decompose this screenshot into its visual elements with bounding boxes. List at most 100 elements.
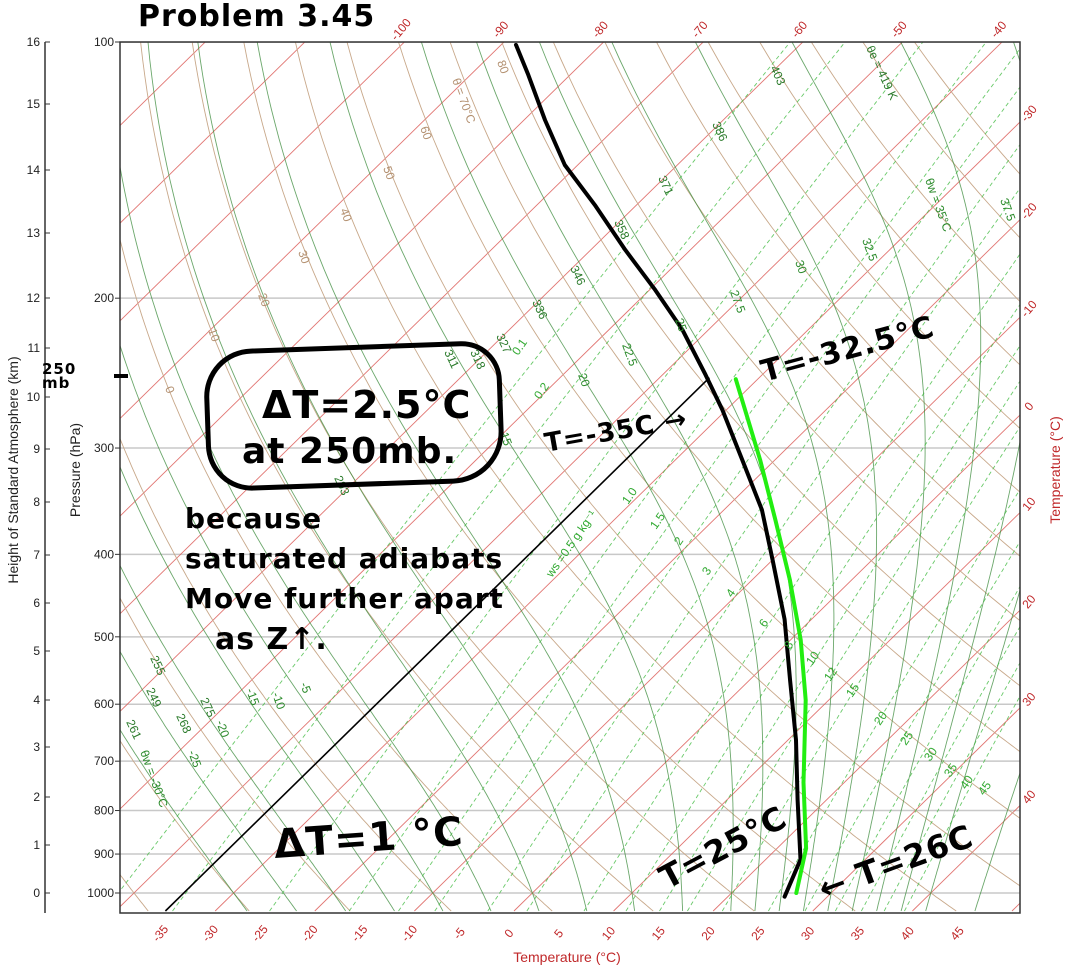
theta-w-label: θw = 35°C — [922, 176, 954, 234]
bottom-temperature-tick-label: 40 — [898, 924, 918, 943]
bottom-temperature-tick-label: -15 — [349, 922, 371, 945]
sounding-line — [514, 42, 803, 899]
highlighted-isotherm — [164, 377, 710, 912]
bottom-temperature-tick-label: 0 — [501, 926, 516, 940]
theta-w-label: -15 — [243, 686, 262, 707]
height-tick-label: 3 — [33, 740, 40, 754]
answer-delta-t: ΔT=2.5°C — [262, 383, 472, 427]
bottom-temperature-tick-label: -35 — [149, 922, 171, 945]
right-temperature-tick-label: -20 — [1018, 200, 1040, 223]
isotherm-line — [120, 42, 306, 224]
theta-w-label: -20 — [213, 718, 232, 739]
height-tick-label: 11 — [28, 341, 41, 355]
dry-adiabat-label: 10 — [205, 326, 223, 344]
pressure-tick-label: 100 — [94, 35, 114, 49]
theta-w-label: θw = -30°C — [137, 748, 171, 809]
mixing-ratio-label: 3 — [699, 564, 714, 578]
height-tick-label: 1 — [33, 838, 40, 852]
top-temperature-tick-label: -70 — [689, 18, 711, 41]
saturated-adiabat-line — [147, 42, 540, 912]
mixing-ratio-label: 35 — [941, 760, 960, 779]
right-temperature-tick-label: 40 — [1019, 787, 1039, 806]
dry-adiabat-line — [449, 42, 1020, 753]
bottom-temperature-tick-label: 25 — [748, 924, 768, 943]
bottom-temperature-tick-label: 10 — [599, 924, 619, 943]
saturated-adiabat-line — [791, 42, 926, 912]
top-temperature-tick-label: -100 — [388, 15, 414, 43]
dry-adiabat-label: 20 — [255, 291, 273, 309]
isotherm-line — [513, 414, 1020, 912]
problem-title: Problem 3.45 — [138, 0, 376, 34]
dry-adiabat-line — [120, 739, 250, 912]
answer-level: at 250mb. — [242, 431, 458, 472]
mixing-ratio-label: 20 — [871, 708, 890, 727]
height-tick-label: 12 — [27, 291, 41, 305]
theta-e-label: 346 — [567, 263, 588, 287]
saturated-adiabat-line — [925, 588, 1020, 912]
top-temperature-tick-label: -40 — [988, 18, 1010, 41]
saturated-adiabat-line — [120, 728, 248, 912]
mixing-ratio-label: 1.5 — [647, 510, 668, 532]
dry-adiabat-line — [655, 42, 1020, 493]
dry-adiabat-line — [346, 42, 1020, 887]
explanation-line-4: as Z↑. — [215, 622, 328, 657]
mixing-ratio-line — [659, 344, 1020, 912]
theta-w-label: 20 — [575, 371, 593, 389]
isotherm-line — [314, 219, 1020, 912]
height-tick-label: 14 — [27, 163, 41, 177]
dry-adiabat-label: θ = 70°C — [449, 76, 478, 125]
saturated-adiabat-line — [538, 42, 797, 912]
isotherm-line — [613, 511, 1020, 912]
pressure-tick-label: 800 — [94, 804, 114, 818]
saturated-adiabat-line — [120, 564, 347, 912]
isotherm-line — [214, 121, 1020, 912]
explanation-line-1: because — [185, 502, 323, 535]
height-tick-label: 8 — [33, 495, 40, 509]
dry-adiabat-label: 50 — [380, 164, 398, 182]
saturated-adiabat-line — [256, 42, 636, 912]
saturated-adiabat-line — [120, 343, 444, 912]
saturated-parcel-line — [733, 377, 809, 895]
bottom-temperature-tick-label: -20 — [299, 922, 321, 945]
top-temperature-tick-label: -60 — [788, 18, 810, 41]
right-temperature-tick-label: 30 — [1019, 689, 1039, 708]
mixing-ratio-line — [487, 143, 1020, 912]
right-axis-title: Temperature (°C) — [1047, 416, 1063, 524]
bottom-temperature-tick-label: 20 — [698, 924, 718, 943]
height-tick-label: 5 — [33, 644, 40, 658]
bottom-temperature-tick-label: 45 — [947, 924, 967, 943]
saturated-adiabat-line — [120, 650, 297, 912]
height-tick-label: 16 — [27, 35, 41, 49]
isotherm-line — [120, 42, 1003, 908]
explanation-line-2: saturated adiabats — [185, 542, 504, 575]
saturated-adiabat-line — [876, 42, 982, 912]
y-axis-title: Pressure (hPa) — [67, 423, 83, 517]
dry-adiabat-line — [398, 42, 1020, 819]
bottom-temperature-tick-label: -5 — [450, 925, 468, 942]
height-tick-label: 2 — [33, 790, 40, 804]
plot-area — [120, 42, 1020, 912]
bottom-temperature-tick-label: 35 — [848, 924, 868, 943]
plot-frame — [119, 41, 1021, 914]
dry-adiabat-line — [707, 42, 1020, 430]
mixing-ratio-line — [768, 488, 1020, 912]
dry-adiabat-label: 80 — [494, 58, 512, 76]
mixing-ratio-label: 2 — [671, 534, 686, 548]
pressure-tick-label: 900 — [94, 847, 114, 861]
height-tick-label: 13 — [27, 226, 41, 240]
theta-w-label: -5 — [297, 680, 314, 695]
bottom-temperature-tick-label: -10 — [398, 922, 420, 945]
dry-adiabat-label: 60 — [417, 124, 435, 142]
x-axis-title: Temperature (°C) — [513, 949, 621, 965]
theta-w-label: -10 — [269, 690, 288, 711]
isotherm-line — [120, 42, 406, 322]
theta-w-label: 37.5 — [997, 196, 1018, 223]
dry-adiabat-line — [810, 42, 1020, 303]
saturated-adiabat-line — [120, 465, 395, 912]
top-temperature-tick-label: -90 — [490, 18, 512, 41]
mixing-ratio-label: 25 — [897, 728, 916, 747]
mixing-ratio-label: 0.2 — [531, 380, 552, 402]
saturated-adiabat-line — [476, 42, 764, 912]
